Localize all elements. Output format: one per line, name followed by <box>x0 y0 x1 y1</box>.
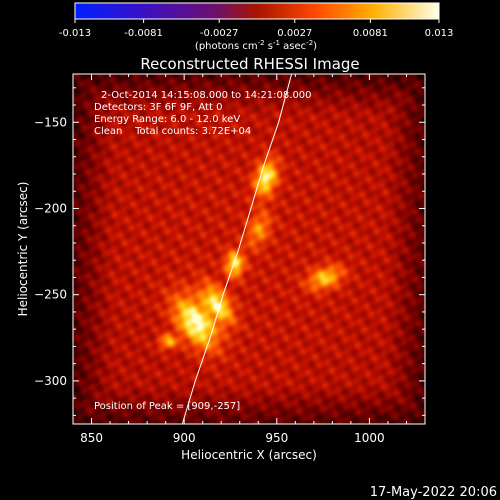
colorbar-tick-label: 0.0081 <box>353 28 388 39</box>
timestamp: 17-May-2022 20:06 <box>370 485 497 500</box>
x-tick-label: 950 <box>265 431 288 445</box>
info-line: Detectors: 3F 6F 9F, Att 0 <box>94 102 222 113</box>
plot-area <box>73 74 425 424</box>
x-tick-label: 900 <box>173 431 196 445</box>
colorbar-units-part: -1 <box>273 39 280 47</box>
colorbar-units-part: s <box>265 41 273 52</box>
colorbar-gradient <box>74 2 440 20</box>
info-line: Clean Total counts: 3.72E+04 <box>94 126 251 137</box>
y-axis-ticks: −150 −200 −250 −300 <box>34 87 425 416</box>
info-line: Energy Range: 6.0 - 12.0 keV <box>94 114 240 125</box>
y-tick-label: −150 <box>34 115 67 129</box>
x-tick-label: 850 <box>80 431 103 445</box>
y-tick-label: −250 <box>34 288 67 302</box>
colorbar-tick-label: -0.0027 <box>200 28 239 39</box>
colorbar-tick-label: 0.0027 <box>277 28 312 39</box>
colorbar-units-part: -2 <box>258 39 265 47</box>
y-axis-label: Heliocentric Y (arcsec) <box>16 182 30 317</box>
heatmap-raster <box>73 74 425 424</box>
colorbar-units-label: (photons cm-2 s-1 asec-2) <box>195 39 317 52</box>
heatmap-image <box>73 74 425 424</box>
chart-title: Reconstructed RHESSI Image <box>140 55 359 73</box>
colorbar-units-part: asec <box>280 41 306 52</box>
y-tick-label: −300 <box>34 374 67 388</box>
plot-frame <box>72 73 426 425</box>
colorbar-tick-label: -0.0081 <box>124 28 163 39</box>
solar-limb-curve <box>181 74 293 424</box>
colorbar-units-part: (photons cm <box>195 41 258 52</box>
peak-position-text: Position of Peak = [909,-257] <box>94 401 240 412</box>
info-line: 2-Oct-2014 14:15:08.000 to 14:21:08.000 <box>101 90 312 101</box>
colorbar-tick-label: -0.013 <box>59 28 91 39</box>
colorbar-units-part: ) <box>313 41 317 52</box>
x-axis-ticks: 850 900 950 1000 <box>72 74 426 445</box>
x-axis-label: Heliocentric X (arcsec) <box>181 448 317 462</box>
info-block: 2-Oct-2014 14:15:08.000 to 14:21:08.000 … <box>94 90 312 137</box>
y-tick-label: −200 <box>34 201 67 215</box>
colorbar-units-part: -2 <box>306 39 313 47</box>
colorbar-ticks: -0.013 -0.0081 -0.0027 0.0027 0.0081 0.013 <box>59 19 453 39</box>
colorbar: -0.013 -0.0081 -0.0027 0.0027 0.0081 0.013 (p… <box>59 2 453 52</box>
x-tick-label: 1000 <box>354 431 385 445</box>
colorbar-tick-label: 0.013 <box>425 28 454 39</box>
